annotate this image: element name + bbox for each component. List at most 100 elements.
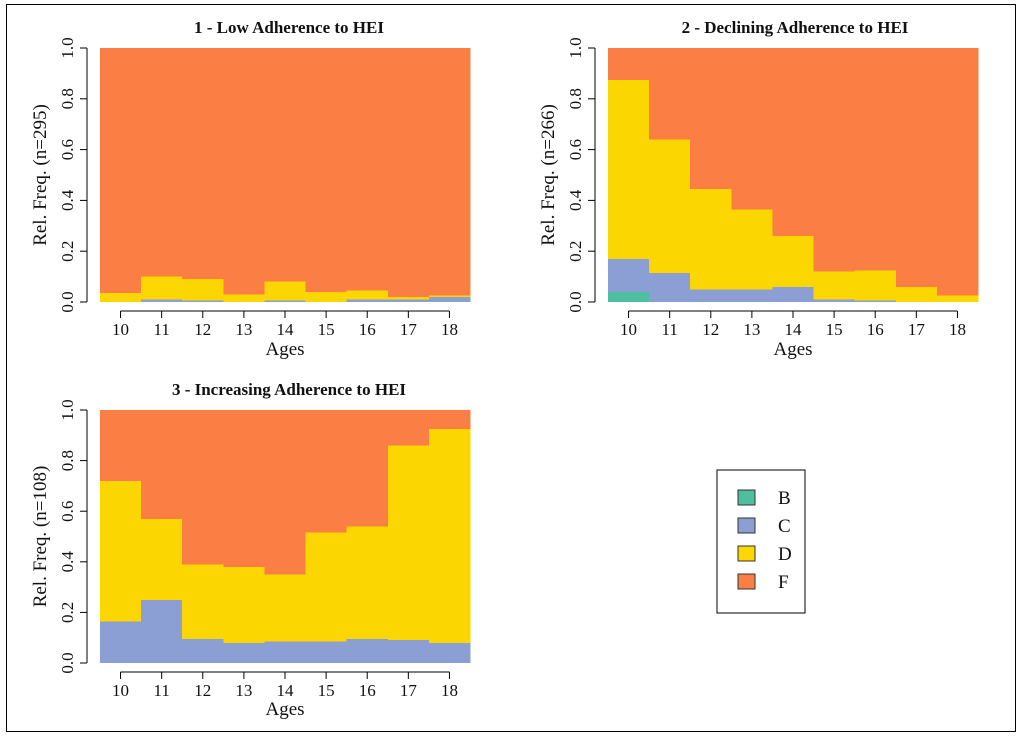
bar-segment-f-age-15 xyxy=(813,48,856,272)
bar-segment-d-age-17 xyxy=(895,286,938,302)
y-tick-label: 0.2 xyxy=(58,602,77,623)
bar-segment-f-age-18 xyxy=(428,48,471,296)
y-tick-label: 0.6 xyxy=(566,139,585,160)
y-tick-label: 0.2 xyxy=(58,241,77,262)
x-tick-label: 12 xyxy=(194,681,211,700)
x-tick-label: 16 xyxy=(359,681,376,700)
x-tick-label: 14 xyxy=(277,681,295,700)
bar-segment-f-age-11 xyxy=(649,48,691,140)
bar-segment-f-age-18 xyxy=(428,410,471,429)
bar-segment-d-age-10 xyxy=(100,293,142,302)
x-tick-label: 10 xyxy=(112,320,129,339)
y-tick-label: 1.0 xyxy=(58,399,77,420)
bar-segment-d-age-13 xyxy=(223,566,266,643)
bar-segment-c-age-16 xyxy=(346,299,389,302)
bar-segment-d-age-13 xyxy=(223,294,266,302)
bar-segment-d-age-12 xyxy=(182,279,224,301)
bar-segment-c-age-12 xyxy=(690,289,732,302)
bar-segment-f-age-15 xyxy=(305,410,348,533)
y-tick-label: 1.0 xyxy=(58,37,77,58)
bar-segment-d-age-18 xyxy=(428,295,471,297)
y-axis: 0.0 0.2 0.4 0.6 0.8 1.0 Rel. Freq. (n=108) xyxy=(30,399,88,674)
legend-swatch-c xyxy=(737,517,756,534)
y-axis: 0.0 0.2 0.4 0.6 0.8 1.0 Rel. Freq. (n=295) xyxy=(30,37,88,313)
bar-segment-f-age-16 xyxy=(346,48,389,291)
bar-segment-c-age-13 xyxy=(731,289,774,302)
x-tick-label: 15 xyxy=(318,320,335,339)
y-tick-label: 0.4 xyxy=(58,189,77,211)
bar-segment-d-age-12 xyxy=(690,188,732,290)
bar-segment-d-age-18 xyxy=(428,428,471,643)
bar-segment-d-age-17 xyxy=(387,296,430,300)
bar-segment-c-age-14 xyxy=(772,286,815,302)
panel-increasing-adherence: 3 - Increasing Adherence to HEI 0.0 0.2 0.4… xyxy=(30,380,471,720)
bar-segment-f-age-12 xyxy=(182,410,224,565)
bar-segment-d-age-16 xyxy=(854,270,897,301)
bar-segment-f-age-17 xyxy=(895,48,938,287)
y-axis-label: Rel. Freq. (n=295) xyxy=(30,104,51,246)
legend-swatch-f xyxy=(737,573,756,590)
x-tick-label: 11 xyxy=(153,681,169,700)
legend-swatch-d xyxy=(737,545,756,562)
bar-segment-d-age-10 xyxy=(608,79,650,259)
bar-segment-d-age-14 xyxy=(264,574,307,642)
bar-segment-d-age-14 xyxy=(264,281,307,301)
bar-segment-d-age-11 xyxy=(141,276,183,300)
bar-segment-c-age-10 xyxy=(100,621,142,663)
x-tick-label: 17 xyxy=(400,681,418,700)
y-tick-label: 0.8 xyxy=(566,88,585,109)
x-tick-label: 12 xyxy=(194,320,211,339)
bar-segment-c-age-11 xyxy=(141,599,183,663)
x-tick-label: 12 xyxy=(702,320,719,339)
x-axis: 10 11 12 13 14 15 16 17 18 Ages xyxy=(112,310,458,360)
panel-title: 2 - Declining Adherence to HEI xyxy=(682,18,909,37)
x-tick-label: 14 xyxy=(785,320,803,339)
bar-segment-d-age-13 xyxy=(731,209,774,290)
x-tick-label: 15 xyxy=(318,681,335,700)
bar-segment-d-age-11 xyxy=(141,518,183,600)
x-tick-label: 15 xyxy=(826,320,843,339)
bar-segment-f-age-10 xyxy=(100,48,142,294)
bar-segment-c-age-14 xyxy=(264,641,307,663)
panel-title: 1 - Low Adherence to HEI xyxy=(194,18,384,37)
legend-box xyxy=(716,469,806,614)
y-tick-label: 0.4 xyxy=(566,189,585,211)
bar-segment-f-age-12 xyxy=(690,48,732,189)
x-tick-label: 13 xyxy=(235,681,252,700)
panel-declining-adherence: 2 - Declining Adherence to HEI0.00.20.40… xyxy=(538,18,979,360)
legend-label-f: F xyxy=(778,572,789,593)
y-tick-label: 0.6 xyxy=(58,139,77,160)
bar-segment-d-age-17 xyxy=(387,445,430,641)
bar-segment-d-age-18 xyxy=(936,295,979,302)
y-tick-label: 0.6 xyxy=(58,501,77,522)
bar-segment-f-age-14 xyxy=(772,48,815,236)
bar-segment-f-age-18 xyxy=(936,48,979,296)
bar-segment-f-age-15 xyxy=(305,48,348,292)
bar-segment-c-age-16 xyxy=(854,300,897,302)
bar-segment-d-age-16 xyxy=(346,290,389,300)
legend-label-b: B xyxy=(778,488,791,509)
y-tick-label: 0.8 xyxy=(58,450,77,471)
bar-segment-c-age-16 xyxy=(346,638,389,663)
bar-segment-c-age-17 xyxy=(387,640,430,663)
x-tick-label: 17 xyxy=(400,320,418,339)
bar-segment-c-age-11 xyxy=(141,299,183,302)
bar-segment-f-age-11 xyxy=(141,410,183,519)
y-tick-label: 1.0 xyxy=(566,37,585,58)
bar-segment-c-age-13 xyxy=(223,642,266,663)
bar-segment-c-age-12 xyxy=(182,638,224,663)
bar-segment-c-age-10 xyxy=(608,258,650,292)
x-tick-label: 18 xyxy=(441,681,458,700)
bar-segment-b-age-10 xyxy=(608,291,650,302)
x-tick-label: 13 xyxy=(743,320,760,339)
x-tick-label: 18 xyxy=(441,320,458,339)
y-tick-label: 0.4 xyxy=(58,551,77,573)
bar-segment-d-age-14 xyxy=(772,235,815,287)
y-tick-label: 0.2 xyxy=(566,241,585,262)
x-axis: 10 11 12 13 14 15 16 17 18 Ages xyxy=(620,310,966,360)
x-axis-label: Ages xyxy=(265,699,304,720)
bar-segment-d-age-12 xyxy=(182,564,224,639)
panel-title: 3 - Increasing Adherence to HEI xyxy=(172,380,406,399)
x-axis-label: Ages xyxy=(265,339,304,360)
y-tick-label: 0.8 xyxy=(58,88,77,109)
